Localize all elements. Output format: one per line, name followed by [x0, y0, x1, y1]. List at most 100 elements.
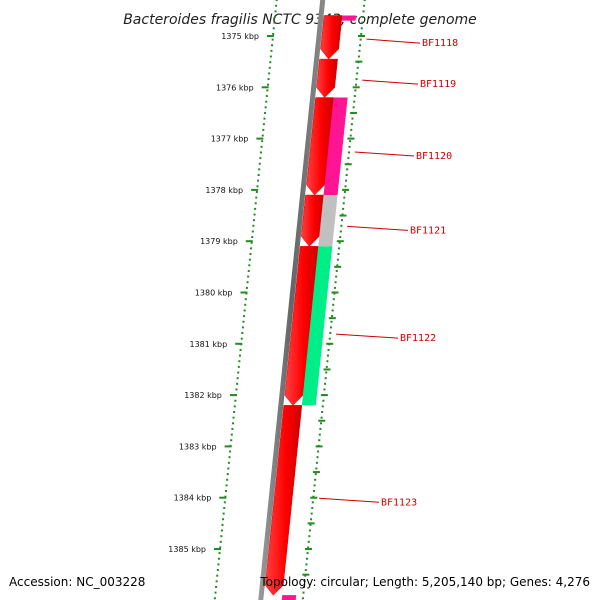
scale-dot: [232, 416, 235, 419]
outer-dot: [318, 433, 321, 436]
scale-dot: [251, 230, 254, 233]
scale-dot: [243, 315, 246, 318]
gene-track: [265, 15, 343, 596]
scale-dot: [242, 320, 245, 323]
scale-dot: [272, 32, 275, 35]
scale-dot: [215, 580, 218, 583]
outer-dot: [334, 281, 337, 284]
outer-dot: [321, 411, 324, 414]
outer-dot: [347, 157, 350, 160]
scale-tick-label: 1385 kbp: [168, 545, 206, 554]
outer-dot: [325, 371, 328, 374]
scale-dot: [265, 95, 268, 98]
scale-dot: [244, 298, 247, 301]
outer-dot: [322, 399, 325, 402]
scale-dot: [237, 365, 240, 368]
outer-dot: [327, 348, 330, 351]
gene-arrow[interactable]: [265, 405, 303, 596]
scale-dot: [231, 427, 234, 430]
scale-dot: [247, 269, 250, 272]
scale-dot: [252, 219, 255, 222]
scale-dot: [257, 179, 260, 182]
outer-dot: [303, 580, 306, 583]
scale-dot: [253, 213, 256, 216]
scale-dot: [258, 168, 261, 171]
gene-arrow[interactable]: [316, 58, 338, 98]
scale-dot: [224, 490, 227, 493]
outer-dot: [360, 27, 363, 30]
scale-dot: [229, 450, 232, 453]
scale-dot: [264, 111, 267, 114]
scale-dot: [273, 16, 276, 19]
outer-dot: [355, 78, 358, 81]
scale-dot: [231, 422, 234, 425]
outer-dot: [362, 10, 365, 13]
outer-dot: [351, 117, 354, 120]
outer-dot: [301, 597, 304, 600]
outer-dot: [312, 495, 315, 498]
gene-arrow[interactable]: [301, 194, 324, 247]
gene-arrow[interactable]: [284, 246, 319, 406]
scale-dot: [273, 21, 276, 24]
outer-dot: [319, 427, 322, 430]
outer-dot: [306, 552, 309, 555]
scale-dot: [266, 83, 269, 86]
gene-label[interactable]: BF1120: [416, 151, 452, 162]
scale-dot: [241, 326, 244, 329]
outer-dot: [329, 326, 332, 329]
scale-dot: [248, 264, 251, 267]
outer-dot: [336, 264, 339, 267]
outer-dot: [363, 4, 366, 7]
outer-dot: [325, 365, 328, 368]
scale-dot: [245, 286, 248, 289]
scale-dot: [217, 563, 220, 566]
cog-track: [281, 15, 357, 600]
scale-dot: [254, 202, 257, 205]
outer-dot: [319, 422, 322, 425]
scale-dot: [213, 597, 216, 600]
outer-dot: [343, 190, 346, 193]
scale-dot: [226, 478, 229, 481]
outer-dot: [342, 202, 345, 205]
cog-block: [318, 195, 338, 247]
scale-dot: [258, 162, 261, 165]
scale-dot: [250, 247, 253, 250]
outer-dot: [309, 523, 312, 526]
outer-dot: [320, 416, 323, 419]
gene-label[interactable]: BF1123: [381, 497, 417, 508]
gene-label[interactable]: BF1119: [420, 79, 456, 90]
scale-dot: [246, 281, 249, 284]
outer-dot: [354, 89, 357, 92]
gene-label[interactable]: BF1118: [422, 38, 458, 49]
outer-dot: [358, 49, 361, 52]
gene-label[interactable]: BF1122: [400, 333, 436, 344]
outer-dot: [308, 529, 311, 532]
outer-dot: [353, 100, 356, 103]
scale-dot: [233, 405, 236, 408]
outer-dot: [356, 66, 359, 69]
outer-dot: [332, 298, 335, 301]
scale-dot: [238, 360, 241, 363]
outer-dot: [339, 230, 342, 233]
gene-arrow[interactable]: [320, 15, 343, 60]
scale-dot: [265, 100, 268, 103]
gene-arrow[interactable]: [306, 97, 334, 196]
scale-dot: [224, 495, 227, 498]
scale-dot: [250, 241, 253, 244]
scale-dot: [215, 585, 218, 588]
outer-dot: [359, 44, 362, 47]
outer-dot: [336, 258, 339, 261]
outer-dot: [307, 546, 310, 549]
outer-dot: [338, 247, 341, 250]
topology-text: Topology: circular; Length: 5,205,140 bp…: [259, 575, 590, 589]
scale-tick-label: 1378 kbp: [205, 186, 243, 195]
outer-dot: [321, 405, 324, 408]
scale-dot: [259, 157, 262, 160]
scale-dot: [238, 354, 241, 357]
gene-leader-line: [347, 225, 409, 231]
genome-backbone: [258, 0, 326, 600]
gene-label[interactable]: BF1121: [410, 225, 446, 236]
outer-dot: [316, 456, 319, 459]
scale-tick-label: 1380 kbp: [195, 289, 233, 298]
